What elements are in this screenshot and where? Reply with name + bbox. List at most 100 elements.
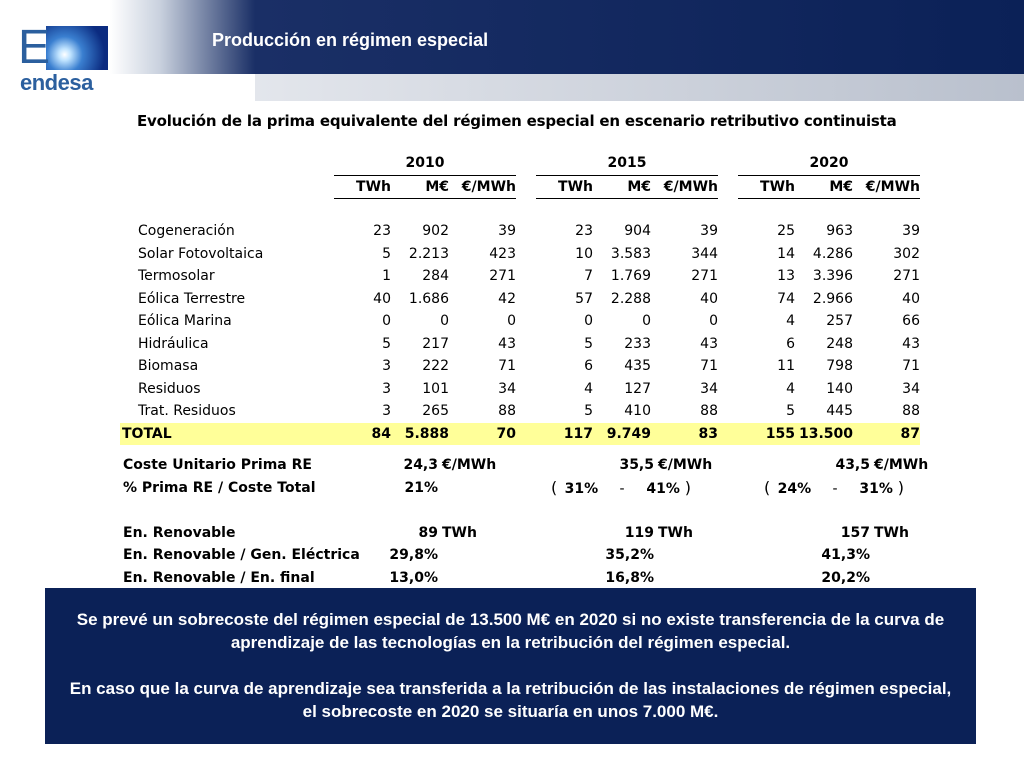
cell-value: 5 <box>786 403 795 420</box>
cell-value: 410 <box>624 403 651 420</box>
summary-row-gen-electrica: En. Renovable / Gen. Eléctrica 29,8% 35,… <box>120 544 936 567</box>
prima-low: 31% <box>564 481 599 498</box>
cell-value: 87 <box>853 422 920 445</box>
cell-value: 5 <box>382 335 391 352</box>
cell-value: 25 <box>777 223 795 240</box>
summary-value: 89 <box>418 524 438 541</box>
cell-value: 904 <box>624 223 651 240</box>
cell-value: 140 <box>826 380 853 397</box>
cell-value: 248 <box>826 335 853 352</box>
summary-row-en-final: En. Renovable / En. final 13,0% 16,8% 20… <box>120 567 936 590</box>
cell-value: 1.686 <box>408 290 449 307</box>
cell-value: 3 <box>382 380 391 397</box>
row-label: Eólica Terrestre <box>138 290 246 307</box>
cell-value: 271 <box>691 268 718 285</box>
table-row: Biomasa 3 222 71 6 435 71 11 798 71 <box>120 355 920 378</box>
callout-paragraph-1: Se prevé un sobrecoste del régimen espec… <box>76 610 945 652</box>
prima-range-2020: ( 24% - 31% ) <box>752 477 936 500</box>
cell-value: 435 <box>624 358 651 375</box>
summary-label: Coste Unitario Prima RE <box>123 457 312 474</box>
cell-value: 4 <box>786 380 795 397</box>
conclusion-callout: Se prevé un sobrecoste del régimen espec… <box>45 588 976 744</box>
cell-value: 5 <box>584 335 593 352</box>
summary-value: 13,0% <box>389 569 438 586</box>
cell-value: 43 <box>902 335 920 352</box>
cell-value: 40 <box>373 290 391 307</box>
total-row: TOTAL 84 5.888 70 117 9.749 83 155 13.500 87 <box>120 422 920 445</box>
cell-value: 445 <box>826 403 853 420</box>
paren-close: ) <box>897 478 904 498</box>
cell-value: 71 <box>700 358 718 375</box>
cell-value: 257 <box>826 313 853 330</box>
summary-value: 43,5 <box>835 457 870 474</box>
cell-value: 2.213 <box>408 245 449 262</box>
cell-value: 57 <box>575 290 593 307</box>
summary-label: En. Renovable <box>123 524 236 541</box>
cell-value: 34 <box>902 380 920 397</box>
summary-row-prima: % Prima RE / Coste Total 21% ( 31% - 41%… <box>120 477 936 500</box>
cell-value: 5 <box>382 245 391 262</box>
row-label: Trat. Residuos <box>138 403 236 420</box>
table-row: Cogeneración 23 902 39 23 904 39 25 963 39 <box>120 220 920 243</box>
table-title: Evolución de la prima equivalente del ré… <box>137 112 897 130</box>
summary-row-renovable: En. Renovable 89 TWh 119 TWh 157 TWh <box>120 522 936 545</box>
summary-value: 29,8% <box>389 547 438 564</box>
unit-meur: M€ <box>795 175 853 199</box>
cell-value: 13 <box>777 268 795 285</box>
summary-unit: €/MWh <box>658 457 713 474</box>
summary-value: 41,3% <box>821 547 870 564</box>
cell-value: 71 <box>498 358 516 375</box>
unit-meur: M€ <box>593 175 651 199</box>
row-label: Hidráulica <box>138 335 209 352</box>
cell-value: 83 <box>651 422 718 445</box>
row-label: Solar Fotovoltaica <box>138 245 264 262</box>
unit-header-row: TWh M€ €/MWh TWh M€ €/MWh TWh M€ €/MWh <box>120 175 920 199</box>
cell-value: 222 <box>422 358 449 375</box>
cell-value: 5.888 <box>391 422 449 445</box>
cell-value: 9.749 <box>593 422 651 445</box>
unit-twh: TWh <box>536 175 593 199</box>
row-label: Residuos <box>138 380 201 397</box>
table-row: Hidráulica 5 217 43 5 233 43 6 248 43 <box>120 333 920 356</box>
table-row: Termosolar 1 284 271 7 1.769 271 13 3.396 271 <box>120 265 920 288</box>
page-title: Producción en régimen especial <box>212 30 489 50</box>
summary-unit: TWh <box>442 524 477 541</box>
cell-value: 43 <box>700 335 718 352</box>
cell-value: 4 <box>584 380 593 397</box>
table-row: Trat. Residuos 3 265 88 5 410 88 5 445 88 <box>120 400 920 423</box>
cell-value: 66 <box>902 313 920 330</box>
table-row: Residuos 3 101 34 4 127 34 4 140 34 <box>120 378 920 401</box>
prima-sep: - <box>619 481 625 498</box>
year-2015: 2015 <box>536 152 718 176</box>
cell-value: 34 <box>700 380 718 397</box>
cell-value: 0 <box>382 313 391 330</box>
cell-value: 963 <box>826 223 853 240</box>
cell-value: 423 <box>489 245 516 262</box>
cell-value: 39 <box>498 223 516 240</box>
cell-value: 101 <box>422 380 449 397</box>
summary-row-coste: Coste Unitario Prima RE 24,3 €/MWh 35,5 … <box>120 454 936 477</box>
cell-value: 88 <box>700 403 718 420</box>
cell-value: 127 <box>624 380 651 397</box>
row-label: Termosolar <box>138 268 215 285</box>
cell-value: 4 <box>786 313 795 330</box>
unit-eur-mwh: €/MWh <box>853 175 920 199</box>
cell-value: 88 <box>498 403 516 420</box>
table-row: Eólica Marina 0 0 0 0 0 0 4 257 66 <box>120 310 920 333</box>
prima-high: 41% <box>646 481 680 498</box>
callout-paragraph-2: En caso que la curva de aprendizaje sea … <box>69 679 952 721</box>
summary-value: 119 <box>624 524 654 541</box>
cell-value: 155 <box>738 422 795 445</box>
cell-value: 84 <box>334 422 391 445</box>
logo-letter: E <box>18 21 51 74</box>
cell-value: 902 <box>422 223 449 240</box>
cell-value: 4.286 <box>812 245 853 262</box>
prima-high: 31% <box>859 481 893 498</box>
summary-table: Coste Unitario Prima RE 24,3 €/MWh 35,5 … <box>120 454 936 589</box>
cell-value: 271 <box>893 268 920 285</box>
summary-label: En. Renovable / Gen. Eléctrica <box>123 547 360 564</box>
cell-value: 302 <box>893 245 920 262</box>
prima-sep: - <box>832 481 838 498</box>
prima-range-2015: ( 31% - 41% ) <box>541 477 728 500</box>
cell-value: 70 <box>449 422 516 445</box>
